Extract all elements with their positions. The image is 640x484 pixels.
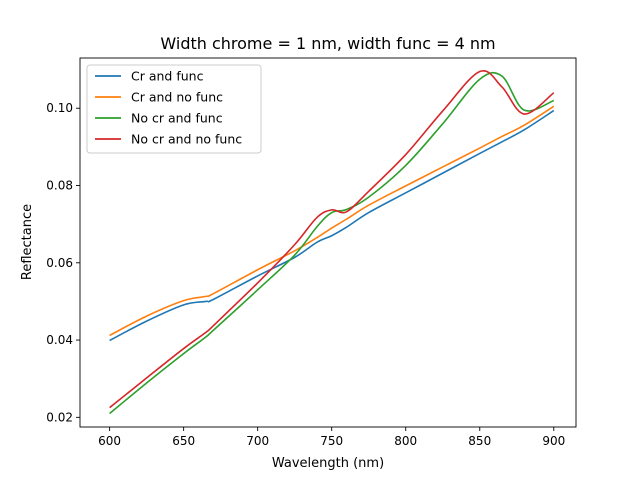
series-line-2 xyxy=(109,105,555,337)
legend-label: Cr and no func xyxy=(131,90,223,105)
x-tick-label: 850 xyxy=(468,434,491,448)
x-tick-label: 800 xyxy=(394,434,417,448)
x-tick-label: 750 xyxy=(320,434,343,448)
series-line-4 xyxy=(109,69,555,409)
y-tick-label: 0.04 xyxy=(46,333,73,347)
x-tick-label: 650 xyxy=(172,434,195,448)
x-tick-label: 600 xyxy=(98,434,121,448)
series-line-3 xyxy=(109,71,555,415)
y-axis-label: Reflectance xyxy=(20,204,35,280)
series-layer xyxy=(109,69,555,415)
y-tick-label: 0.06 xyxy=(46,256,73,270)
legend-label: Cr and func xyxy=(131,69,204,84)
legend-label: No cr and no func xyxy=(131,132,242,147)
legend-label: No cr and func xyxy=(131,111,223,126)
chart-title: Width chrome = 1 nm, width func = 4 nm xyxy=(160,34,495,53)
x-tick-label: 700 xyxy=(246,434,269,448)
x-axis-label: Wavelength (nm) xyxy=(272,456,384,471)
series-line-1 xyxy=(109,109,555,342)
y-tick-label: 0.08 xyxy=(46,179,73,193)
x-axis: 600 650 700 750 800 850 900 xyxy=(98,427,565,448)
y-tick-label: 0.02 xyxy=(46,410,73,424)
y-tick-label: 0.10 xyxy=(46,101,73,115)
legend: Cr and func Cr and no func No cr and func N… xyxy=(86,64,262,154)
plot-area xyxy=(79,57,577,428)
y-axis: 0.02 0.04 0.06 0.08 0.10 xyxy=(46,101,80,424)
x-tick-label: 900 xyxy=(542,434,565,448)
axes-frame xyxy=(79,57,577,428)
legend-box xyxy=(86,64,262,154)
